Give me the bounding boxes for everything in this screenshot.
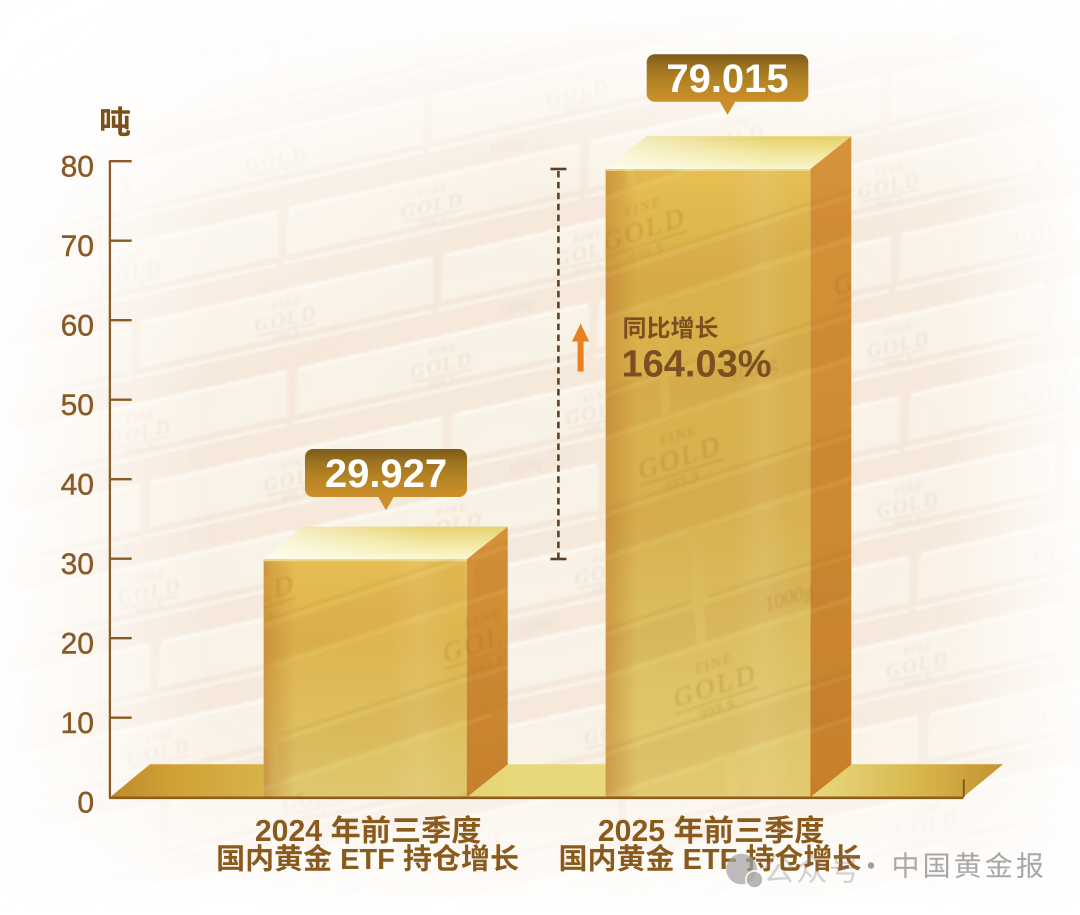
- svg-text:10: 10: [61, 707, 94, 740]
- svg-text:20: 20: [61, 628, 94, 661]
- svg-text:70: 70: [61, 230, 94, 263]
- svg-text:ETF: ETF: [340, 844, 395, 876]
- svg-text:0: 0: [77, 787, 94, 820]
- svg-text:164.03%: 164.03%: [622, 344, 772, 386]
- svg-text:2025: 2025: [598, 815, 665, 848]
- svg-text:29.927: 29.927: [325, 452, 447, 496]
- svg-text:80: 80: [61, 151, 94, 184]
- svg-text:79.015: 79.015: [666, 57, 788, 101]
- svg-text:50: 50: [61, 389, 94, 422]
- svg-text:40: 40: [61, 469, 94, 502]
- svg-text:60: 60: [61, 310, 94, 343]
- svg-text:30: 30: [61, 548, 94, 581]
- svg-text:2024: 2024: [255, 815, 322, 848]
